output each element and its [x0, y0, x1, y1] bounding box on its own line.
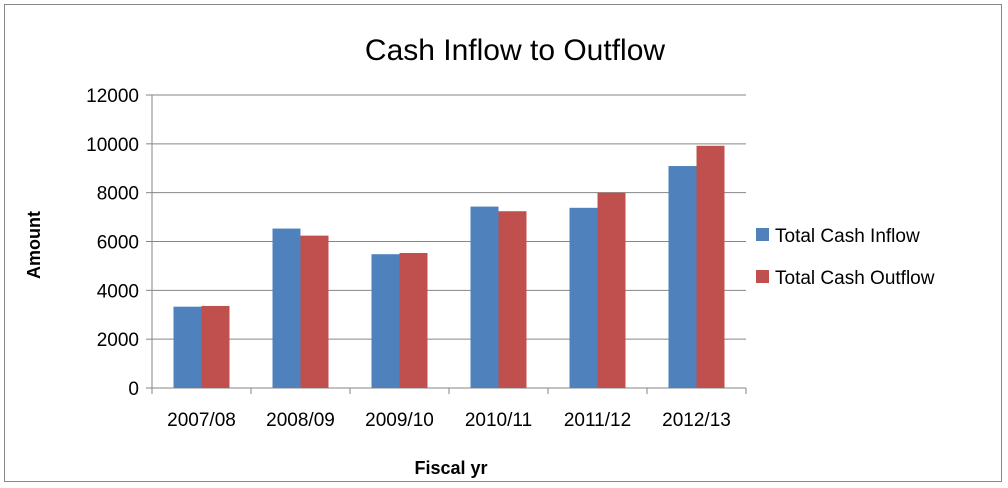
y-tick-label: 6000: [97, 233, 139, 254]
legend-swatch-0: [756, 228, 769, 241]
x-tick-label: 2007/08: [167, 410, 236, 431]
y-tick-label: 4000: [97, 281, 139, 302]
bar-0-2012/13: [668, 166, 697, 388]
y-tick-label: 2000: [97, 330, 139, 351]
bar-1-2008/09: [300, 235, 329, 388]
x-tick-label: 2011/12: [564, 410, 631, 431]
x-tick-label: 2008/09: [266, 410, 335, 431]
x-tick-label: 2010/11: [465, 410, 532, 431]
axes: [151, 95, 747, 394]
gridlines: [146, 94, 746, 389]
bar-0-2009/10: [371, 254, 400, 388]
legend: Total Cash Inflow Total Cash Outflow: [756, 226, 935, 289]
bar-1-2012/13: [696, 145, 725, 388]
bar-1-2011/12: [597, 192, 626, 388]
bar-1-2010/11: [498, 211, 527, 388]
y-tick-label: 10000: [86, 135, 139, 156]
bar-0-2007/08: [173, 306, 202, 388]
y-axis-label: Amount: [24, 211, 44, 279]
x-tick-label: 2009/10: [365, 410, 434, 431]
chart-frame: Cash Inflow to Outflow 0 2000 4000 6000 8000…: [4, 4, 1002, 482]
legend-label: Total Cash Inflow: [775, 226, 920, 247]
x-axis-label: Fiscal yr: [414, 458, 487, 478]
chart-title: Cash Inflow to Outflow: [365, 34, 665, 67]
x-tick-label: 2012/13: [662, 410, 731, 431]
y-tick-label: 12000: [86, 86, 139, 107]
bar-chart: Cash Inflow to Outflow 0 2000 4000 6000 8000…: [24, 34, 935, 478]
bar-0-2011/12: [569, 207, 598, 388]
x-tick-labels: 2007/08 2008/09 2009/10 2010/11 2011/12 2012/…: [167, 410, 731, 431]
bar-1-2007/08: [201, 305, 230, 388]
bar-1-2009/10: [399, 252, 428, 388]
bar-0-2008/09: [272, 228, 301, 388]
y-tick-labels: 0 2000 4000 6000 8000 10000 12000: [86, 86, 139, 400]
legend-label: Total Cash Outflow: [775, 268, 935, 289]
legend-swatch-1: [756, 270, 769, 283]
bars: [173, 145, 725, 388]
bar-0-2010/11: [470, 206, 499, 388]
y-tick-label: 0: [128, 379, 139, 400]
y-tick-label: 8000: [97, 184, 139, 205]
